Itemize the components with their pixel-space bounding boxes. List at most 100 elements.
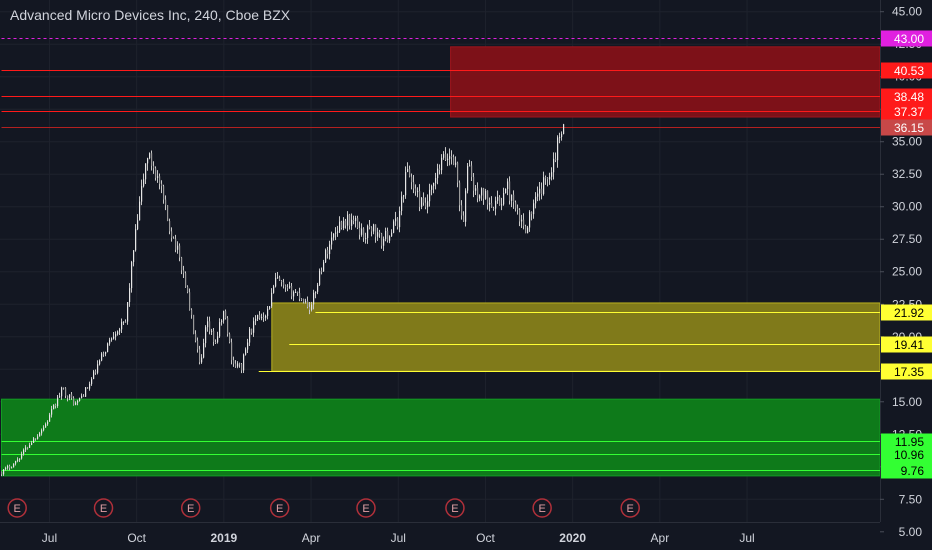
price-tick-label: 32.50 (892, 167, 922, 181)
candle-body (447, 158, 449, 160)
candle-body (141, 186, 143, 202)
earnings-marker[interactable] (620, 498, 640, 518)
candle-body (233, 360, 235, 364)
level-label-box (881, 433, 932, 450)
candle-body (339, 221, 341, 232)
candle-body (285, 285, 287, 288)
candle-body (393, 221, 395, 233)
candle-body (331, 237, 333, 245)
candle-body (511, 194, 513, 201)
candle-body (479, 195, 481, 199)
level-label: 40.53 (894, 64, 924, 78)
earnings-marker[interactable] (356, 498, 376, 518)
time-axis-panel[interactable] (0, 522, 932, 550)
candle-body (139, 201, 141, 221)
candle-body (271, 292, 273, 307)
candle-body (113, 336, 115, 339)
candle-body (261, 317, 263, 319)
candle-body (499, 197, 501, 206)
candle-body (63, 387, 65, 389)
candle-body (415, 188, 417, 192)
candle-body (205, 327, 207, 344)
earnings-marker[interactable] (180, 498, 201, 518)
earnings-marker[interactable] (7, 498, 27, 518)
level-label: 17.35 (894, 365, 924, 379)
candle-body (269, 306, 271, 309)
candle-body (183, 270, 185, 274)
candle-body (23, 449, 25, 455)
candle-body (475, 188, 477, 191)
candle-body (319, 270, 321, 285)
candle-body (387, 231, 389, 241)
earnings-marker[interactable] (269, 498, 290, 518)
level-lines (1, 38, 880, 471)
candle-body (219, 322, 221, 337)
candle-body (5, 467, 7, 470)
candle-body (329, 244, 331, 255)
candle-body (559, 136, 561, 138)
candle-body (235, 363, 237, 367)
candle-body (239, 363, 241, 365)
candle-body (373, 224, 375, 232)
candle-body (97, 364, 99, 373)
candle-body (215, 341, 217, 343)
candle-body (167, 205, 169, 221)
candle-body (341, 221, 343, 229)
candle-body (471, 165, 473, 177)
candle-body (563, 124, 565, 134)
candle-body (251, 328, 253, 333)
candle-body (513, 194, 515, 203)
earnings-marker[interactable] (93, 498, 114, 518)
candle-body (95, 371, 97, 373)
candle-body (527, 227, 529, 234)
candle-body (19, 458, 21, 460)
level-label-box (881, 336, 932, 353)
candle-body (363, 228, 365, 239)
candle-body (441, 157, 443, 171)
time-tick-label: Jul (739, 531, 754, 545)
candle-body (483, 188, 485, 199)
zone-support-yellow (271, 302, 881, 372)
level-label: 21.92 (894, 306, 924, 320)
candle-body (33, 438, 35, 443)
candle-body (127, 302, 129, 322)
candle-body (213, 330, 215, 342)
candle-body (517, 208, 519, 210)
candle-body (355, 218, 357, 221)
time-tick-label: Apr (302, 531, 321, 545)
candle-body (273, 286, 275, 293)
earnings-marker[interactable] (445, 498, 465, 518)
candle-body (411, 176, 413, 183)
candle-body (453, 156, 455, 165)
candle-body (485, 190, 487, 199)
candle-body (159, 176, 161, 184)
candle-body (31, 442, 33, 445)
candle-body (417, 191, 419, 193)
candle-body (175, 238, 177, 250)
candle-body (283, 282, 285, 286)
candle-body (321, 270, 323, 272)
candle-body (163, 186, 165, 200)
candle-body (295, 291, 297, 293)
candle-body (401, 196, 403, 211)
candle-body (265, 315, 267, 318)
candle-body (199, 349, 201, 363)
candle-body (435, 178, 437, 184)
candle-body (365, 237, 367, 239)
candle-body (287, 287, 289, 289)
candle-body (49, 414, 51, 422)
candle-body (335, 232, 337, 234)
candle-body (177, 245, 179, 250)
candle-body (67, 395, 69, 398)
candle-body (241, 364, 243, 371)
candle-body (21, 454, 23, 459)
earnings-marker[interactable] (532, 498, 552, 518)
candle-body (111, 338, 113, 340)
candle-body (449, 156, 451, 159)
level-label: 9.76 (901, 464, 925, 478)
candle-body (487, 190, 489, 205)
candle-body (525, 226, 527, 234)
